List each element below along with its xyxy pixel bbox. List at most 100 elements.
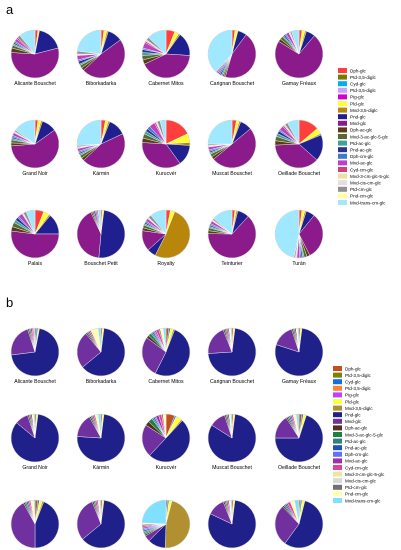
- pie-outline: [76, 327, 126, 377]
- pie-label: Gamay Fréaux: [282, 379, 317, 385]
- pie-outline: [207, 209, 257, 259]
- legend-swatch: [333, 412, 342, 418]
- pie-a-12: Bouschet Petit: [76, 209, 126, 267]
- legend-swatch: [333, 405, 342, 411]
- legend-a: Dph-glcPtd-3,5-diglcCyd-glcPtd-3,5-diglc…: [338, 68, 390, 205]
- pie-outline: [141, 209, 191, 259]
- legend-swatch: [333, 392, 342, 398]
- legend-swatch: [333, 478, 342, 484]
- legend-swatch: [338, 107, 347, 113]
- legend-swatch: [333, 379, 342, 385]
- legend-swatch: [333, 399, 342, 404]
- pie-a-1: Alicante Bouschet: [10, 29, 60, 87]
- legend-label: Mvd-glc: [350, 121, 367, 126]
- pie-b-5: Gamay Fréaux: [274, 327, 324, 385]
- pie-b-12: Petit Bouschet: [76, 499, 126, 549]
- legend-swatch: [333, 366, 342, 371]
- pie-label: Kurucvér: [156, 171, 177, 177]
- pie-label: Cabernet Mitos: [148, 379, 184, 385]
- pie-b-7: Kármin: [76, 413, 126, 471]
- legend-label: Mvd-cis-cm-glc: [350, 181, 382, 186]
- pie-outline: [141, 119, 191, 169]
- legend-swatch: [338, 120, 347, 126]
- pie-outline: [10, 327, 60, 377]
- legend-swatch: [338, 127, 347, 133]
- pie-outline: [76, 499, 126, 549]
- legend-label: Pnd-glc: [345, 413, 361, 418]
- legend-swatch: [333, 445, 342, 451]
- legend-b: Dph-glcPtd-3,5-diglcCyd-glcPtd-3,5-diglc…: [333, 366, 385, 503]
- panel-label-a: a: [6, 2, 14, 17]
- pie-outline: [76, 119, 126, 169]
- legend-label: Ptd-ac-glc: [350, 141, 371, 146]
- legend-label: Mvd-3,5-diglc: [345, 406, 373, 411]
- pie-b-10: Oeillade Bouschet: [274, 413, 324, 471]
- legend-label: Mvd-3-ac-glc-5-glc: [350, 134, 389, 139]
- legend-swatch: [338, 160, 347, 166]
- pie-outline: [10, 29, 60, 79]
- pie-outline: [76, 29, 126, 79]
- legend-label: Pld-glc: [350, 101, 365, 106]
- pie-a-2: Biborkadarka: [76, 29, 126, 87]
- legend-swatch: [338, 101, 347, 106]
- legend-label: Mvd-3,5-diglc: [350, 108, 378, 113]
- pie-label: Muscat Bouschet: [212, 465, 252, 471]
- pie-b-3: Cabernet Mitos: [141, 327, 191, 385]
- pie-outline: [207, 119, 257, 169]
- pie-label: Oeillade Bouschet: [278, 171, 321, 177]
- legend-swatch: [338, 193, 347, 199]
- pie-a-4: Carignan Bouschet: [207, 29, 257, 87]
- legend-label: Mvd-trans-cm-glc: [350, 200, 386, 205]
- panel-label-b: b: [6, 295, 14, 310]
- legend-label: Mvd-3-cm-glc-5-glc: [345, 472, 385, 477]
- pie-label: Alicante Bouschet: [14, 379, 56, 385]
- legend-label: Cyd-glc: [350, 82, 366, 87]
- legend-label: Ptd-3,5-diglc: [345, 386, 371, 391]
- legend-swatch: [338, 68, 347, 73]
- legend-swatch: [338, 167, 347, 172]
- pie-outline: [10, 413, 60, 463]
- pie-outline: [207, 29, 257, 79]
- legend-swatch: [333, 465, 342, 470]
- legend-swatch: [333, 438, 342, 444]
- pie-outline: [141, 327, 191, 377]
- legend-label: Ptd-3,5-diglc: [350, 88, 376, 93]
- pie-label: Muscat Bouschet: [212, 171, 252, 177]
- legend-swatch: [338, 114, 347, 120]
- pie-outline: [141, 413, 191, 463]
- legend-label: Mvd-glc: [345, 419, 362, 424]
- legend-label: Dph-cm-glc: [350, 154, 374, 159]
- pie-outline: [207, 499, 257, 549]
- pie-outline: [274, 327, 324, 377]
- pie-label: Cabernet Mitos: [148, 81, 184, 87]
- pie-a-6: Grand Noir: [10, 119, 60, 177]
- pie-label: Gamay Fréaux: [282, 81, 317, 87]
- pie-b-4: Carignan Bouschet: [207, 327, 257, 385]
- legend-label: Mvd-3-cm-glc-5-glc: [350, 174, 390, 179]
- pie-slice-mvd-trans-cm-glc: [76, 119, 102, 146]
- pie-slice-mvd-glc: [10, 230, 60, 259]
- pie-b-14: Teinturier: [207, 499, 257, 549]
- legend-swatch: [338, 81, 347, 87]
- pie-label: Palais: [28, 261, 43, 267]
- pie-label: Biborkadarka: [86, 379, 117, 385]
- pie-outline: [10, 499, 60, 549]
- legend-swatch: [338, 147, 347, 153]
- legend-label: Mvd-ac-glc: [345, 459, 368, 464]
- legend-swatch: [333, 484, 342, 490]
- legend-label: Pig-glc: [345, 393, 360, 398]
- legend-label: Cyd-cm-glc: [350, 167, 374, 172]
- pie-outline: [274, 499, 324, 549]
- legend-label: Pig-glc: [350, 95, 365, 100]
- pie-label: Oeillade Bouschet: [278, 465, 321, 471]
- pie-label: Carignan Bouschet: [210, 379, 255, 385]
- pie-label: Alicante Bouschet: [14, 81, 56, 87]
- pie-a-14: Teinturier: [207, 209, 257, 267]
- pie-a-13: Royalty: [141, 209, 191, 267]
- pie-label: Bouschet Petit: [84, 261, 118, 267]
- pie-label: Grand Noir: [22, 465, 48, 471]
- legend-swatch: [338, 200, 347, 205]
- legend-swatch: [333, 372, 342, 378]
- legend-label: Dph-glc: [350, 68, 367, 73]
